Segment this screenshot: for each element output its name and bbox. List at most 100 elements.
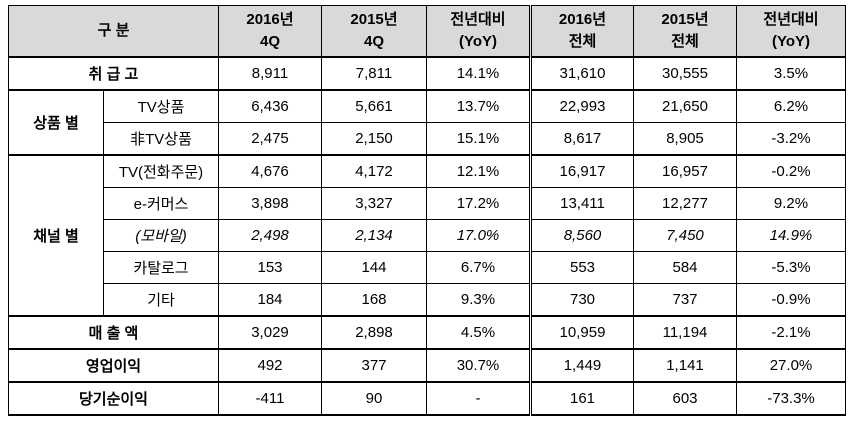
row: 취 급 고 8,911 7,811 14.1% 31,610 30,555 3.5% <box>8 56 846 91</box>
value-cell: 3,327 <box>321 187 427 220</box>
header-line: 2015년 <box>350 11 398 28</box>
header-line: (YoY) <box>458 33 498 50</box>
value-cell: -5.3% <box>736 251 846 284</box>
value-cell: 13.7% <box>426 89 531 123</box>
value-cell: 12,277 <box>633 187 737 220</box>
value-cell: 4,172 <box>321 154 427 188</box>
value-cell: 10,959 <box>529 315 634 350</box>
group-label: 채널 별 <box>8 154 104 317</box>
value-cell: 584 <box>633 251 737 284</box>
row: 영업이익 492 377 30.7% 1,449 1,141 27.0% <box>8 348 846 383</box>
value-cell: 161 <box>529 381 634 416</box>
value-cell: 8,617 <box>529 122 634 156</box>
value-cell: -411 <box>218 381 322 416</box>
row: 상품 별 TV상품 6,436 5,661 13.7% 22,993 21,650 6.2% <box>8 89 846 156</box>
value-cell: 17.2% <box>426 187 531 220</box>
row-label: (모바일) <box>103 219 219 252</box>
header-row: 구 분 2016년 4Q 2015년 4Q 전년대비 (YoY) 2016년 전체 2015년 전… <box>8 5 846 58</box>
row: 채널 별 TV(전화주문) 4,676 4,172 12.1% 16,917 16,957-… <box>8 154 846 317</box>
value-cell: 21,650 <box>633 89 737 123</box>
row: e-커머스 3,898 3,327 17.2% 13,411 12,277 9.2% <box>9 187 846 220</box>
header-line: 전년대비 <box>450 11 506 28</box>
header-label: 구 분 <box>8 5 219 58</box>
value-cell: 9.2% <box>736 187 846 220</box>
header-line: 2016년 <box>246 11 294 28</box>
row-label: TV(전화주문) <box>103 154 219 188</box>
row-label: e-커머스 <box>103 187 219 220</box>
value-cell: 30,555 <box>633 56 737 91</box>
value-cell: 492 <box>218 348 322 383</box>
value-cell: 13,411 <box>529 187 634 220</box>
value-cell: 6.2% <box>736 89 846 123</box>
header-line: 전년대비 <box>763 11 819 28</box>
group-label: 상품 별 <box>8 89 104 156</box>
value-cell: 2,150 <box>321 122 427 156</box>
header-cell: 2015년 4Q <box>321 5 427 58</box>
value-cell: 17.0% <box>426 219 531 252</box>
value-cell: 144 <box>321 251 427 284</box>
value-cell: 3,029 <box>218 315 322 350</box>
header-line: 전체 <box>568 33 597 50</box>
summary-table: 구 분 2016년 4Q 2015년 4Q 전년대비 (YoY) 2016년 전체 2015년 전… <box>8 5 846 416</box>
value-cell: 15.1% <box>426 122 531 156</box>
value-cell: 1,449 <box>529 348 634 383</box>
value-cell: 4.5% <box>426 315 531 350</box>
value-cell: 16,957 <box>633 154 737 188</box>
header-line: (YoY) <box>771 33 811 50</box>
header-cell: 2016년 4Q <box>218 5 322 58</box>
value-cell: 1,141 <box>633 348 737 383</box>
value-cell: 14.1% <box>426 56 531 91</box>
value-cell: 730 <box>529 283 634 317</box>
row-label: 카탈로그 <box>103 251 219 284</box>
value-cell: 6.7% <box>426 251 531 284</box>
value-cell: 2,498 <box>218 219 322 252</box>
value-cell: - <box>426 381 531 416</box>
value-cell: 9.3% <box>426 283 531 317</box>
value-cell: 11,194 <box>633 315 737 350</box>
value-cell: 7,811 <box>321 56 427 91</box>
value-cell: -73.3% <box>736 381 846 416</box>
value-cell: 3,898 <box>218 187 322 220</box>
value-cell: 553 <box>529 251 634 284</box>
value-cell: 603 <box>633 381 737 416</box>
header-cell: 전년대비 (YoY) <box>426 5 531 58</box>
value-cell: 8,911 <box>218 56 322 91</box>
row-label: 취 급 고 <box>8 56 219 91</box>
header-line: 4Q <box>259 33 280 50</box>
value-cell: 12.1% <box>426 154 531 188</box>
row-label: 영업이익 <box>8 348 219 383</box>
value-cell: 153 <box>218 251 322 284</box>
value-cell: 168 <box>321 283 427 317</box>
row: 기타 184 168 9.3% 730 737 -0.9% <box>9 283 846 317</box>
value-cell: 30.7% <box>426 348 531 383</box>
value-cell: -0.9% <box>736 283 846 317</box>
value-cell: 7,450 <box>633 219 737 252</box>
row: 매 출 액 3,029 2,898 4.5% 10,959 11,194 -2.1% <box>8 315 846 350</box>
row-label: 非TV상품 <box>103 122 219 156</box>
value-cell: 14.9% <box>736 219 846 252</box>
value-cell: 27.0% <box>736 348 846 383</box>
value-cell: 2,475 <box>218 122 322 156</box>
value-cell: -3.2% <box>736 122 846 156</box>
value-cell: -0.2% <box>736 154 846 188</box>
header-line: 2016년 <box>558 11 607 28</box>
value-cell: 8,905 <box>633 122 737 156</box>
value-cell: 377 <box>321 348 427 383</box>
header-cell: 전년대비 (YoY) <box>736 5 846 58</box>
value-cell: 4,676 <box>218 154 322 188</box>
value-cell: 2,898 <box>321 315 427 350</box>
value-cell: 184 <box>218 283 322 317</box>
row-label: TV상품 <box>103 89 219 123</box>
value-cell: 16,917 <box>529 154 634 188</box>
row: 非TV상품 2,475 2,150 15.1% 8,617 8,905 -3.2% <box>9 122 846 156</box>
table-body: 취 급 고 8,911 7,811 14.1% 31,610 30,555 3.5% 상품 별… <box>8 56 846 416</box>
row-label: 기타 <box>103 283 219 317</box>
value-cell: 8,560 <box>529 219 634 252</box>
row-label: 당기순이익 <box>8 381 219 416</box>
header-cell: 2015년 전체 <box>633 5 737 58</box>
value-cell: 3.5% <box>736 56 846 91</box>
row: 카탈로그 153 144 6.7% 553 584 -5.3% <box>9 251 846 284</box>
value-cell: 737 <box>633 283 737 317</box>
